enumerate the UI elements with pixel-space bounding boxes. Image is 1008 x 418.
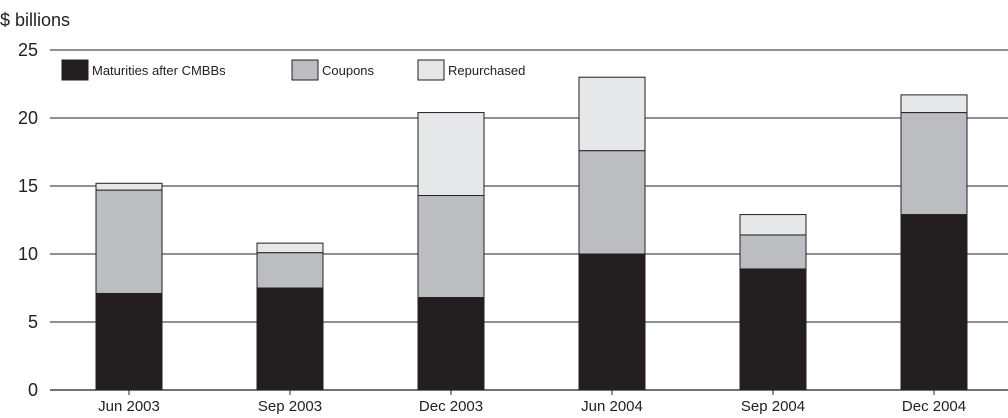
x-tick-label-3: Jun 2004	[581, 398, 643, 415]
y-tick-label-15: 15	[18, 176, 38, 196]
bar-segment-5-2	[900, 94, 968, 114]
y-tick-label-10: 10	[18, 244, 38, 264]
legend-swatch-2	[417, 59, 445, 81]
legend-label-0: Maturities after CMBBs	[92, 63, 226, 78]
bar-stack-0	[95, 182, 163, 391]
y-tick-label-0: 0	[28, 380, 38, 400]
bar-stack-4	[739, 214, 807, 391]
bar-segment-3-0	[578, 253, 646, 391]
bar-segment-3-2	[578, 76, 646, 152]
x-tick-label-0: Jun 2003	[98, 398, 160, 415]
bar-segment-2-0	[417, 297, 485, 391]
bar-segment-0-0	[95, 292, 163, 391]
y-axis-ticks: 0 5 10 15 20 25	[18, 40, 38, 400]
x-tick-label-1: Sep 2003	[258, 398, 322, 415]
legend-label-2: Repurchased	[448, 63, 525, 78]
bar-segment-5-1	[900, 112, 968, 216]
legend-swatch-1	[291, 59, 319, 81]
x-tick-label-2: Dec 2003	[419, 398, 483, 415]
x-tick-label-4: Sep 2004	[741, 398, 805, 415]
bar-stack-5	[900, 94, 968, 391]
y-tick-label-5: 5	[28, 312, 38, 332]
bar-stack-2	[417, 112, 485, 391]
bar-segment-2-1	[417, 195, 485, 299]
bar-segment-0-1	[95, 189, 163, 294]
x-tick-label-5: Dec 2004	[902, 398, 966, 415]
y-tick-label-20: 20	[18, 108, 38, 128]
legend-label-1: Coupons	[322, 63, 375, 78]
bar-stacks	[95, 76, 968, 391]
bar-segment-5-0	[900, 214, 968, 391]
bar-segment-4-1	[739, 234, 807, 270]
legend: Maturities after CMBBs Coupons Repurchased	[61, 59, 525, 81]
bar-segment-1-1	[256, 252, 324, 289]
legend-swatch-0	[61, 59, 89, 81]
bar-segment-4-0	[739, 268, 807, 391]
bar-segment-2-2	[417, 112, 485, 197]
y-tick-label-25: 25	[18, 40, 38, 60]
bar-segment-1-2	[256, 242, 324, 254]
bar-stack-3	[578, 76, 646, 391]
y-axis-unit-label: $ billions	[0, 10, 70, 30]
bar-stack-1	[256, 242, 324, 391]
bar-segment-1-0	[256, 287, 324, 391]
gridlines	[50, 49, 1008, 391]
bar-segment-4-2	[739, 214, 807, 236]
x-axis-ticks: Jun 2003 Sep 2003 Dec 2003 Jun 2004 Sep 2004…	[98, 390, 966, 415]
bar-segment-0-2	[95, 182, 163, 191]
bar-segment-3-1	[578, 150, 646, 255]
